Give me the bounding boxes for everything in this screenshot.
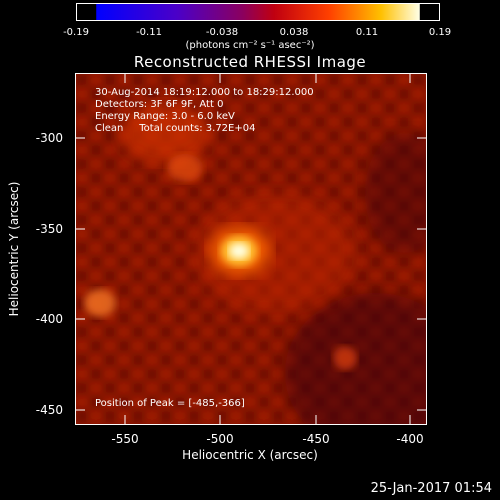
info-counts: Clean Total counts: 3.72E+04 <box>95 123 256 134</box>
colorbar-unit: (photons cm⁻² s⁻¹ asec⁻²) <box>185 40 315 51</box>
info-time-range: 30-Aug-2014 18:19:12.000 to 18:29:12.000 <box>95 87 314 98</box>
y-tick: -400 <box>35 312 63 326</box>
colorbar-tick: 0.19 <box>428 27 452 38</box>
x-tick: -500 <box>206 432 234 446</box>
x-tick: -550 <box>111 432 139 446</box>
solar-image <box>75 73 427 425</box>
colorbar-tick: -0.11 <box>136 27 162 38</box>
y-tick: -350 <box>35 222 63 236</box>
x-axis-label: Heliocentric X (arcsec) <box>182 448 318 462</box>
colorbar <box>76 3 440 21</box>
y-tick: -450 <box>35 403 63 417</box>
x-tick: -450 <box>302 432 330 446</box>
timestamp: 25-Jan-2017 01:54 <box>370 481 492 496</box>
x-tick: -400 <box>396 432 424 446</box>
plot-title: Reconstructed RHESSI Image <box>133 53 367 71</box>
info-energy-range: Energy Range: 3.0 - 6.0 keV <box>95 111 235 122</box>
info-detectors: Detectors: 3F 6F 9F, Att 0 <box>95 99 224 110</box>
y-tick: -300 <box>35 131 63 145</box>
colorbar-tick: -0.038 <box>205 27 239 38</box>
y-axis-label: Heliocentric Y (arcsec) <box>7 181 21 317</box>
peak-position: Position of Peak = [-485,-366] <box>95 398 245 409</box>
colorbar-tick: 0.038 <box>279 27 309 38</box>
colorbar-tick: -0.19 <box>63 27 89 38</box>
colorbar-tick: 0.11 <box>355 27 379 38</box>
